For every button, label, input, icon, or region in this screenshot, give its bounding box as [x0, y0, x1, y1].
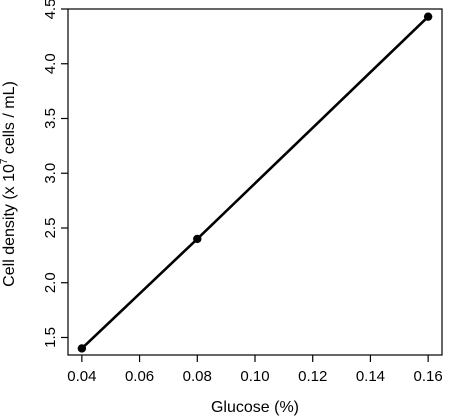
y-axis: 1.5 2.0 2.5 3.0 3.5 4.0 4.5 — [42, 0, 68, 348]
x-tick-label: 0.12 — [298, 368, 327, 385]
x-tick-label: 0.16 — [414, 368, 443, 385]
y-tick-label: 2.0 — [42, 272, 59, 293]
y-tick-label: 1.5 — [42, 327, 59, 348]
x-tick-label: 0.06 — [125, 368, 154, 385]
y-axis-title-prefix: Cell density (x 10 — [1, 164, 18, 287]
y-tick-label: 2.5 — [42, 218, 59, 239]
y-tick-label: 4.0 — [42, 53, 59, 74]
series-line — [80, 15, 430, 350]
y-axis-title-suffix: cells / mL) — [1, 81, 18, 158]
x-tick-label: 0.08 — [183, 368, 212, 385]
data-point — [77, 344, 87, 353]
y-tick-label: 3.5 — [42, 108, 59, 129]
data-point — [423, 12, 433, 21]
y-tick-label: 3.0 — [42, 163, 59, 184]
x-tick-label: 0.14 — [356, 368, 385, 385]
data-point — [193, 234, 202, 244]
series-layer — [77, 12, 433, 353]
x-tick-label: 0.04 — [67, 368, 96, 385]
y-axis-title: Cell density (x 107 cells / mL) — [0, 81, 18, 287]
x-axis-title: Glucose (%) — [211, 399, 299, 416]
y-tick-label: 4.5 — [42, 0, 59, 19]
y-axis-title-exponent: 7 — [0, 158, 10, 164]
x-tick-label: 0.10 — [240, 368, 269, 385]
x-axis: 0.04 0.06 0.08 0.10 0.12 0.14 0.16 — [67, 355, 443, 385]
